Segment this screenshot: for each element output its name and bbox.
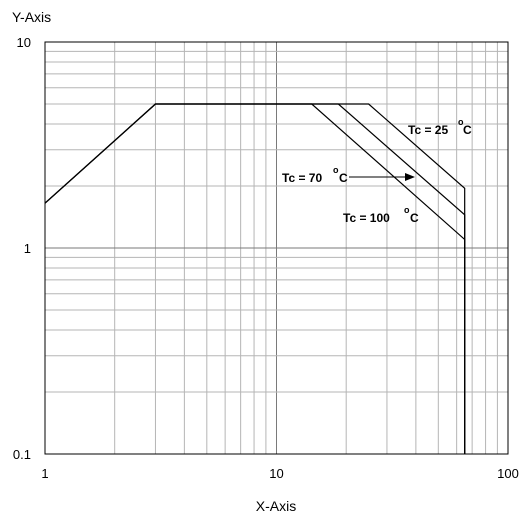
x-tick-label: 100	[497, 466, 519, 481]
annotation-tc25: Tc = 25 o C	[408, 117, 472, 137]
plot-frame	[44, 41, 509, 455]
annotation-tc70-label: Tc = 70	[282, 171, 322, 185]
annotation-tc25-degree: o	[458, 117, 464, 127]
x-axis-title: X-Axis	[256, 498, 296, 514]
tick-labels: 1 10 100 10 1 0.1	[13, 35, 519, 481]
annotation-tc100-label: Tc = 100	[343, 211, 390, 225]
grid	[45, 42, 508, 454]
x-tick-label: 10	[269, 466, 283, 481]
y-axis-title: Y-Axis	[12, 9, 51, 25]
annotation-tc100: Tc = 100 o C	[343, 205, 419, 225]
annotation-tc70-unit: C	[339, 171, 348, 185]
x-tick-label: 1	[41, 466, 48, 481]
annotation-tc70-degree: o	[333, 165, 339, 175]
annotation-tc100-degree: o	[404, 205, 410, 215]
series-line-3	[44, 103, 466, 454]
series-line-1	[44, 103, 466, 454]
y-tick-label: 0.1	[13, 447, 31, 462]
series-group	[44, 103, 466, 454]
y-tick-label: 1	[24, 241, 31, 256]
annotation-tc70: Tc = 70 o C	[282, 165, 415, 185]
annotation-tc70-arrow-head	[405, 173, 415, 181]
annotation-tc25-unit: C	[463, 123, 472, 137]
series-line-2	[44, 103, 466, 454]
y-tick-label: 10	[17, 35, 31, 50]
annotation-tc100-unit: C	[410, 211, 419, 225]
annotation-tc25-label: Tc = 25	[408, 123, 448, 137]
